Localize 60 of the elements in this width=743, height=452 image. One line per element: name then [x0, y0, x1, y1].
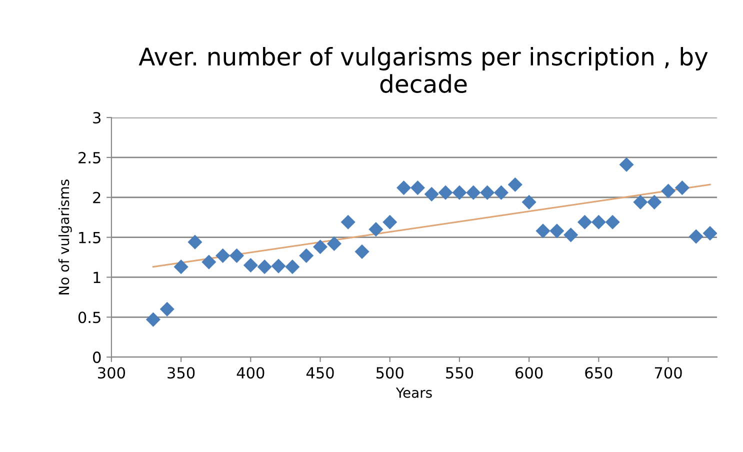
point: [312, 240, 328, 254]
point: [494, 185, 509, 200]
x-tick-label: 600: [516, 367, 543, 379]
point: [480, 185, 495, 200]
y-axis-title: No of vulgarisms: [58, 180, 72, 294]
point: [229, 248, 244, 263]
point: [702, 226, 717, 241]
point: [591, 214, 606, 230]
point: [452, 185, 467, 200]
y-tick-label: 1: [94, 272, 100, 284]
point: [564, 228, 578, 242]
point: [577, 214, 592, 230]
point: [188, 234, 202, 250]
point: [674, 180, 690, 196]
point: [340, 214, 356, 230]
point: [160, 302, 174, 316]
y-tick-label: 0: [93, 352, 101, 364]
point: [243, 258, 258, 273]
x-tick-label: 550: [446, 367, 474, 379]
point: [257, 260, 272, 274]
y-tick-label: 2: [93, 192, 100, 204]
point: [466, 185, 481, 200]
y-tick-label: 0.5: [78, 312, 100, 324]
x-axis-title: Years: [396, 388, 432, 398]
x-tick-label: 700: [654, 367, 682, 379]
point: [619, 157, 634, 172]
point: [660, 184, 676, 198]
point: [396, 180, 412, 196]
point: [216, 248, 230, 263]
point: [522, 194, 536, 210]
point: [326, 236, 342, 251]
point: [146, 312, 160, 327]
point: [536, 224, 550, 238]
point: [174, 260, 188, 274]
x-tick-label: 350: [168, 367, 195, 379]
point: [688, 229, 704, 244]
point: [285, 260, 300, 274]
point: [368, 222, 384, 237]
x-tick-label: 400: [236, 367, 264, 379]
point: [605, 214, 620, 230]
y-tick-label: 2.5: [78, 152, 100, 164]
point: [438, 185, 453, 200]
y-tick-label: 1.5: [79, 232, 100, 244]
point: [271, 258, 286, 274]
point: [354, 244, 370, 259]
x-tick-label: 450: [306, 367, 334, 379]
chart-title: Aver. number of vulgarisms per inscription , by decade: [138, 46, 708, 93]
point: [299, 248, 314, 263]
point: [633, 194, 648, 210]
point: [508, 177, 522, 192]
point: [410, 180, 425, 196]
y-tick-label: 3: [93, 112, 101, 124]
x-tick-label: 300: [98, 367, 126, 379]
point: [424, 186, 439, 202]
point: [550, 224, 564, 238]
point: [647, 194, 662, 210]
x-tick-label: 500: [376, 367, 404, 379]
point: [382, 214, 398, 230]
point: [202, 254, 216, 270]
x-tick-label: 650: [585, 367, 612, 379]
